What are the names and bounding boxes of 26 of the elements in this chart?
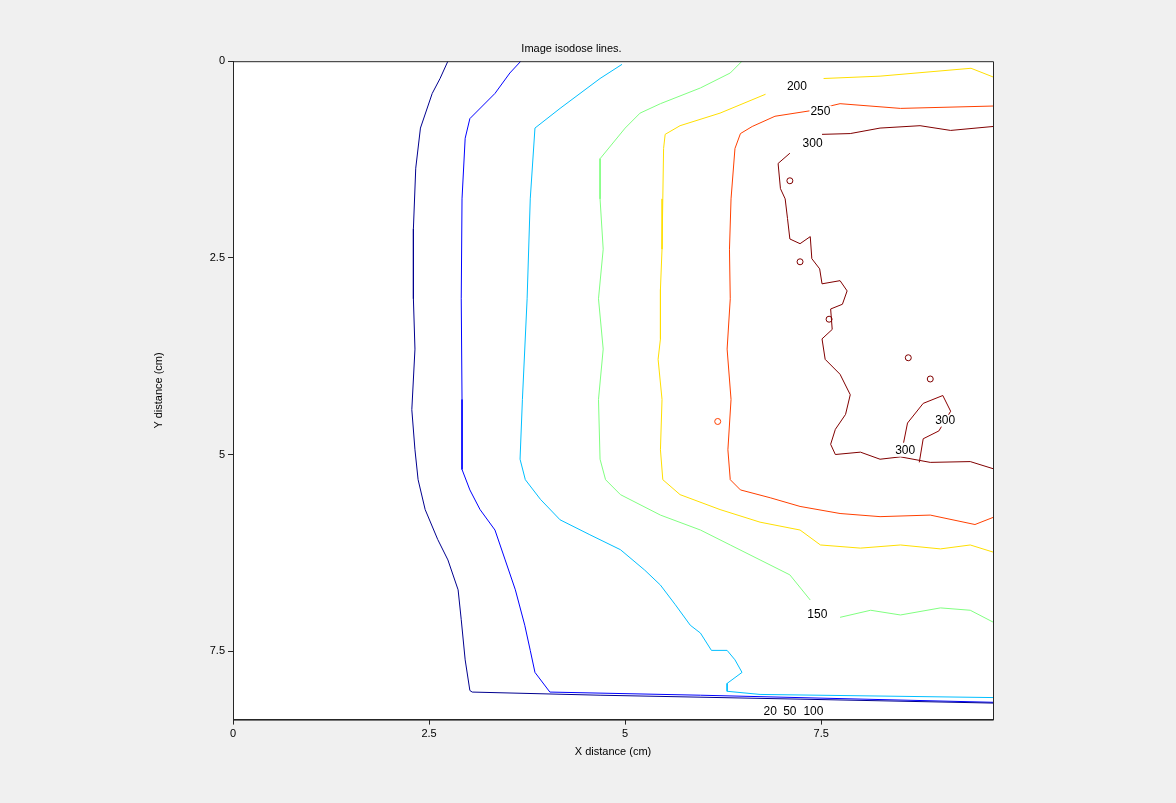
point	[796, 258, 804, 266]
annotation: 300	[895, 442, 916, 457]
x-tick-label: 5	[622, 727, 629, 740]
y-tick-label: 7.5	[209, 644, 225, 657]
point	[904, 354, 912, 362]
annotation: 300	[935, 413, 956, 427]
x-axis-title: X distance (cm)	[574, 745, 652, 758]
x-tick-label: 2.5	[421, 727, 437, 740]
point	[825, 315, 833, 323]
chart-title: Image isodose lines.	[521, 41, 622, 54]
annotation: 200	[786, 78, 808, 93]
x-tick-label: 0	[229, 727, 237, 740]
annotation: 100	[803, 704, 824, 719]
y-tick-label: 5	[218, 447, 225, 460]
point	[714, 417, 722, 425]
y-axis-title: Y distance (cm)	[151, 352, 164, 429]
point	[926, 375, 934, 383]
point	[786, 177, 794, 185]
annotation: 20	[763, 704, 778, 719]
y-tick-label: 2.5	[209, 250, 225, 263]
y-tick-label: 0	[218, 54, 225, 67]
annotation: 250	[810, 103, 831, 118]
annotation: 50	[783, 704, 797, 719]
annotation: 150	[807, 606, 828, 621]
x-tick-label: 7.5	[813, 727, 829, 740]
annotation: 300	[802, 136, 823, 151]
